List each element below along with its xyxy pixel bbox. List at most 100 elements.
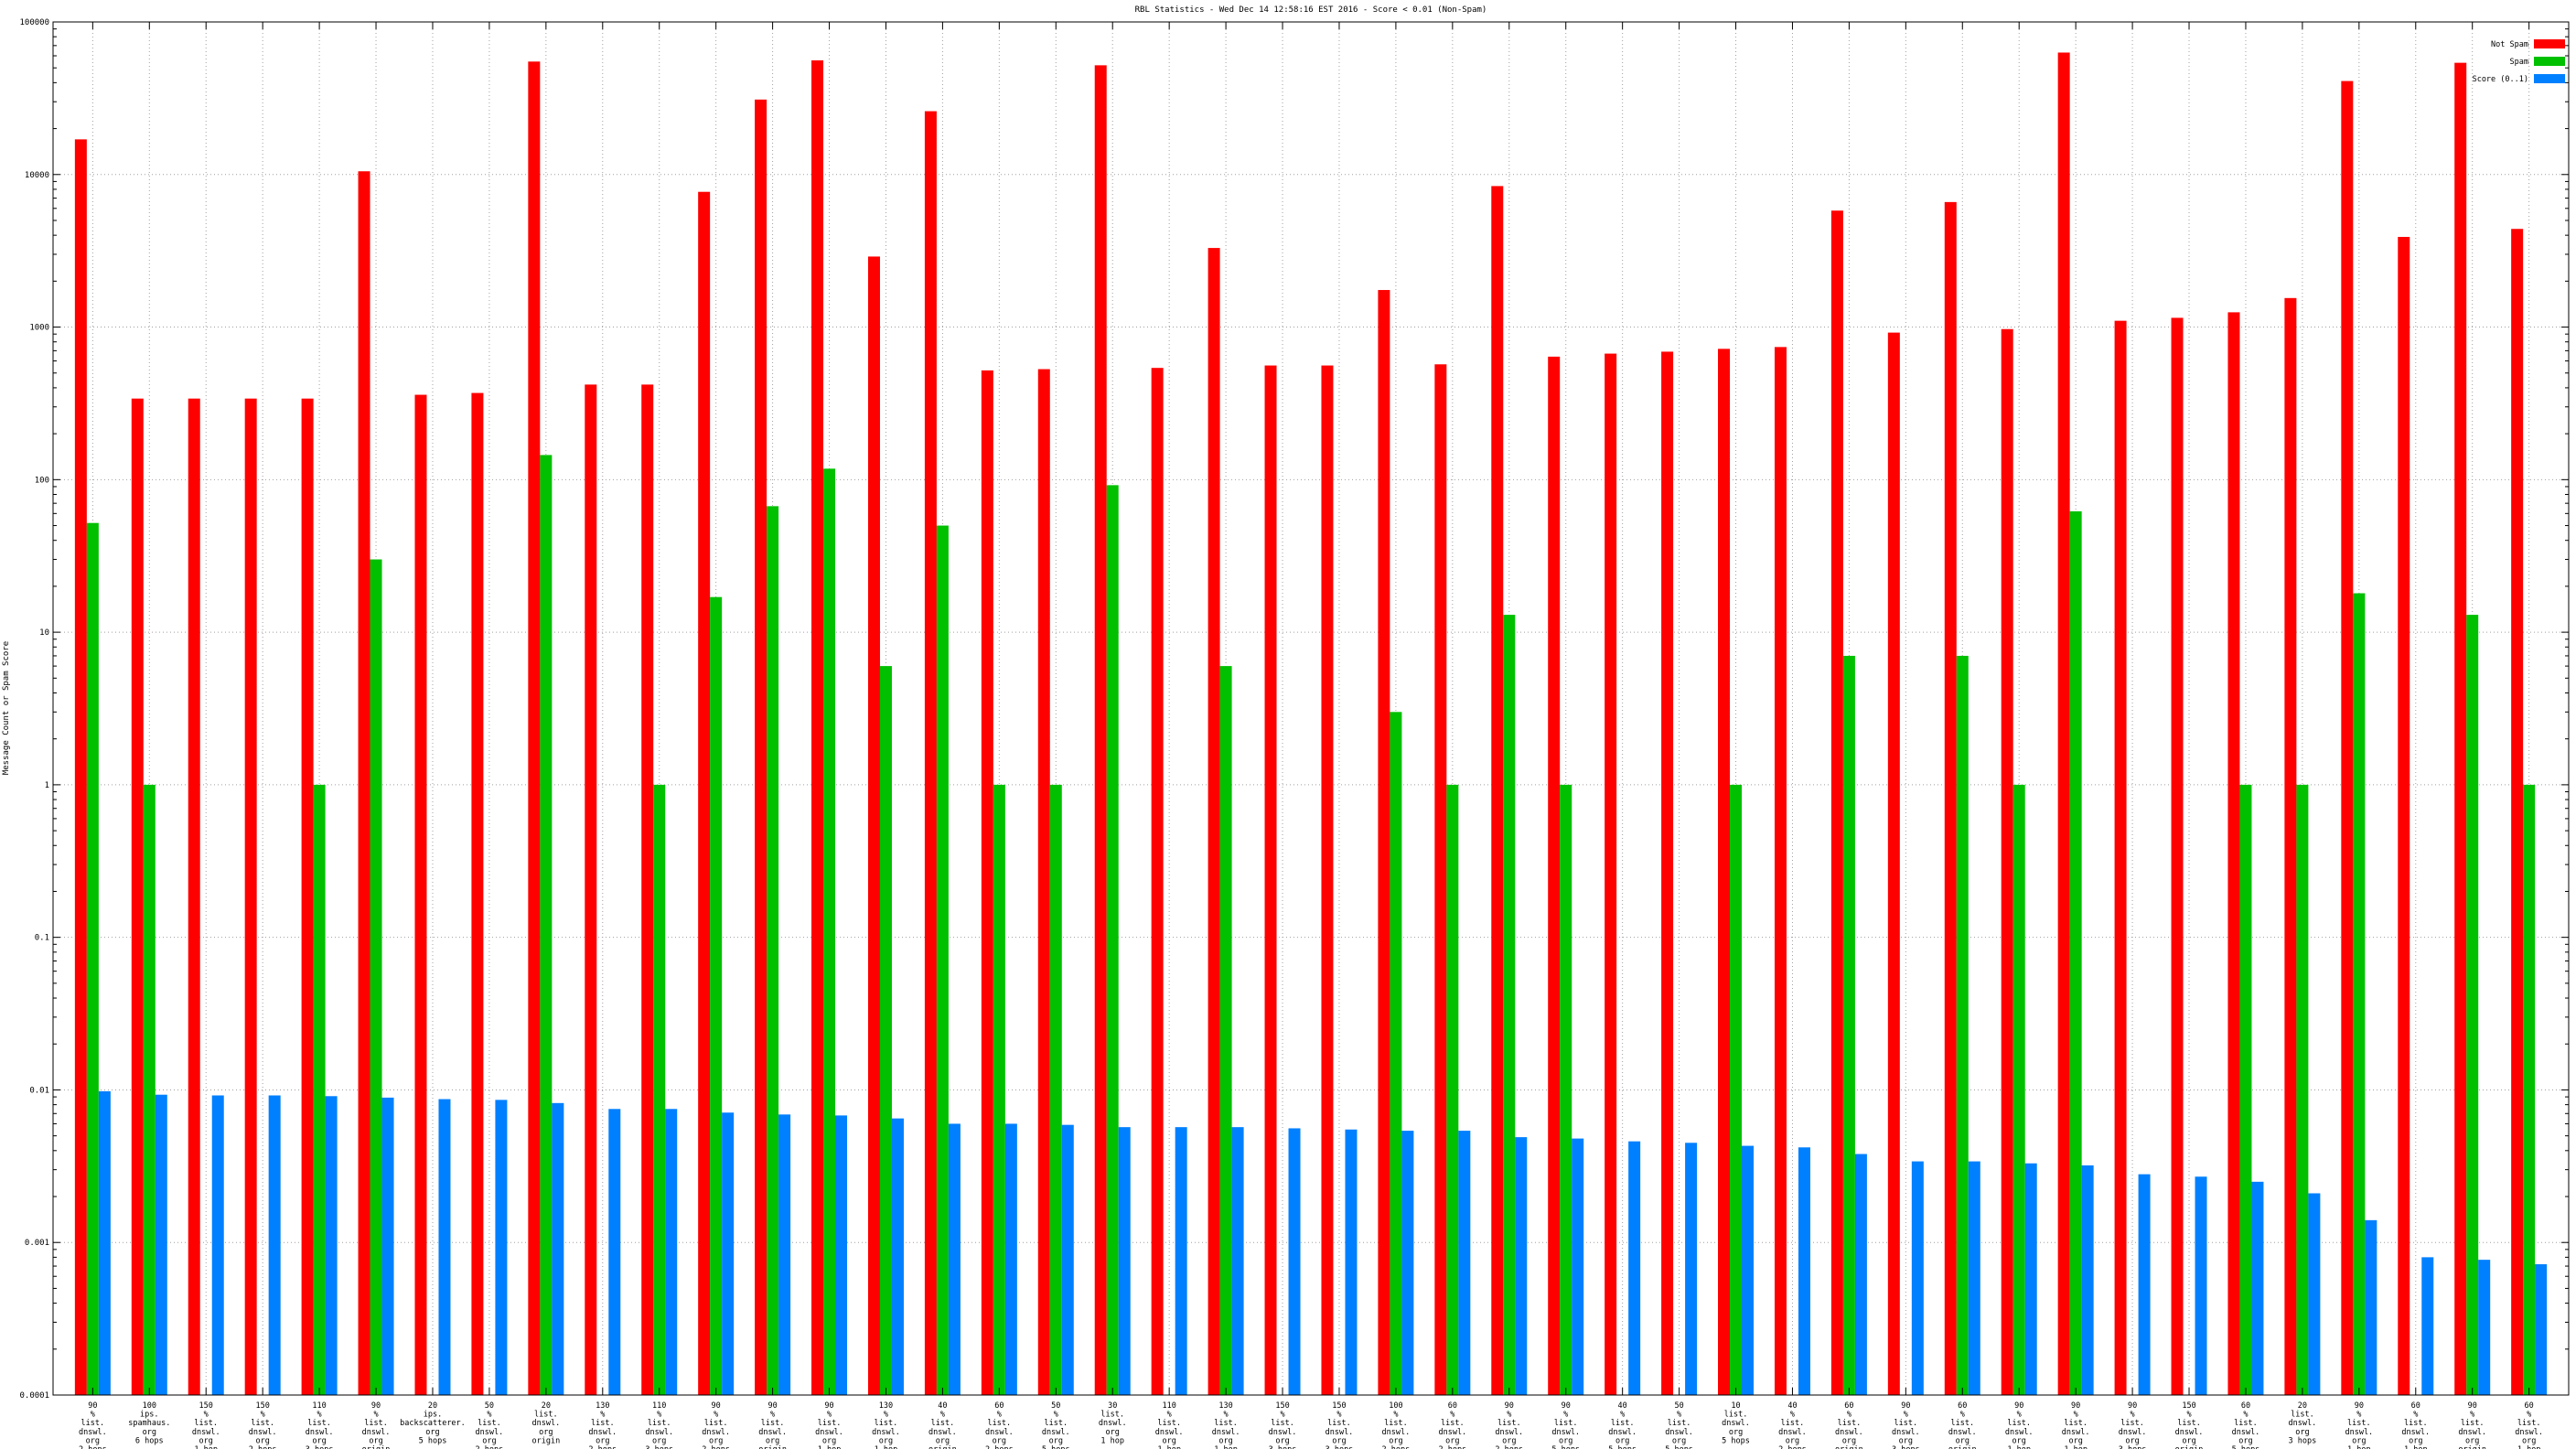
x-tick-label: dnswl.	[1438, 1428, 1466, 1437]
x-tick-label: dnswl.	[2458, 1428, 2486, 1437]
score-bar	[1175, 1127, 1187, 1395]
x-tick-label: %	[2074, 1411, 2078, 1420]
not-spam-bar	[2001, 328, 2013, 1396]
x-tick-label: origin	[2458, 1445, 2486, 1449]
x-tick-label: 130	[1218, 1401, 1232, 1411]
x-tick-label: dnswl.	[362, 1428, 391, 1437]
x-tick-label: 2 hops	[476, 1445, 504, 1449]
score-bar	[1288, 1128, 1301, 1395]
x-tick-label: origin	[2175, 1445, 2204, 1449]
x-tick-label: %	[317, 1411, 322, 1420]
x-tick-label: 90	[2128, 1401, 2137, 1411]
x-tick-label: 90	[767, 1401, 777, 1411]
x-tick-label: %	[1507, 1411, 1511, 1420]
x-tick-label: list.	[1724, 1411, 1748, 1420]
x-tick-label: org	[2409, 1436, 2422, 1445]
x-tick-label: org	[2012, 1436, 2026, 1445]
x-tick-label: org	[1106, 1428, 1120, 1437]
legend-swatch	[2534, 57, 2565, 66]
spam-bar	[823, 468, 836, 1395]
not-spam-bar	[2511, 229, 2524, 1395]
score-bar	[1004, 1123, 1017, 1395]
x-tick-label: org	[143, 1428, 156, 1437]
score-bar	[1854, 1154, 1867, 1395]
not-spam-bar	[585, 384, 597, 1396]
x-tick-label: 3 hops	[645, 1445, 673, 1449]
x-tick-label: dnswl.	[249, 1428, 277, 1437]
x-tick-label: dnswl.	[2289, 1419, 2317, 1428]
x-tick-label: list.	[988, 1419, 1012, 1428]
x-tick-label: 5 hops	[1042, 1445, 1070, 1449]
x-tick-label: 5 hops	[2232, 1445, 2260, 1449]
x-tick-label: org	[2465, 1436, 2479, 1445]
spam-bar	[2069, 510, 2082, 1395]
x-tick-label: 60	[994, 1401, 1004, 1411]
x-tick-label: list.	[478, 1419, 501, 1428]
x-tick-label: 40	[1787, 1401, 1797, 1411]
x-tick-label: 90	[1505, 1401, 1514, 1411]
x-tick-label: 2 hops	[1382, 1445, 1411, 1449]
not-spam-bar	[244, 398, 257, 1395]
x-tick-label: %	[1847, 1411, 1852, 1420]
y-tick-label: 0.001	[25, 1239, 49, 1248]
x-tick-label: 150	[1275, 1401, 1289, 1411]
x-tick-label: 2 hops	[1438, 1445, 1466, 1449]
score-bar	[381, 1097, 394, 1395]
x-tick-label: dnswl.	[1892, 1428, 1920, 1437]
not-spam-bar	[1944, 201, 1957, 1396]
not-spam-bar	[1605, 353, 1617, 1396]
score-bar	[1458, 1131, 1471, 1395]
x-tick-label: list.	[2517, 1419, 2541, 1428]
x-tick-label: org	[2182, 1436, 2195, 1445]
not-spam-bar	[1321, 365, 1334, 1395]
x-tick-label: list.	[1271, 1419, 1294, 1428]
x-tick-label: org	[2295, 1428, 2309, 1437]
spam-bar	[710, 596, 723, 1395]
x-tick-label: ips.	[424, 1411, 442, 1420]
score-bar	[1911, 1161, 1924, 1395]
legend-entry-label: Spam	[2510, 58, 2528, 67]
not-spam-bar	[811, 59, 824, 1396]
x-tick-label: dnswl.	[192, 1428, 220, 1437]
bars	[74, 52, 2548, 1396]
not-spam-bar	[867, 256, 880, 1395]
x-tick-label: %	[2131, 1411, 2135, 1420]
x-tick-label: list.	[2347, 1419, 2371, 1428]
x-tick-label: 1 hop	[875, 1445, 898, 1449]
x-tick-label: origin	[928, 1445, 957, 1449]
x-tick-label: org	[1899, 1436, 1913, 1445]
spam-bar	[370, 559, 382, 1395]
x-tick-label: list.	[1668, 1419, 1691, 1428]
chart-title: RBL Statistics - Wed Dec 14 12:58:16 EST…	[1135, 5, 1487, 15]
spam-bar	[1560, 784, 1572, 1395]
x-tick-label: list.	[1157, 1419, 1181, 1428]
score-bar	[2024, 1163, 2037, 1395]
x-tick-label: list.	[2064, 1419, 2088, 1428]
x-tick-label: 130	[879, 1401, 893, 1411]
x-tick-label: 1 hop	[818, 1445, 842, 1449]
x-tick-label: origin	[1835, 1445, 1863, 1449]
legend-swatch	[2534, 39, 2565, 48]
x-tick-label: 3 hops	[2119, 1445, 2147, 1449]
spam-bar	[2353, 593, 2366, 1395]
score-bar	[948, 1123, 961, 1395]
not-spam-bar	[528, 61, 541, 1395]
not-spam-bar	[2114, 320, 2127, 1396]
x-tick-label: %	[1336, 1411, 1341, 1420]
score-bar	[2478, 1260, 2491, 1395]
x-tick-label: 30	[1108, 1401, 1117, 1411]
x-tick-label: %	[1620, 1411, 1625, 1420]
x-tick-label: %	[2017, 1411, 2022, 1420]
x-tick-label: 5 hops	[1608, 1445, 1637, 1449]
spam-bar	[2466, 615, 2479, 1395]
score-bar	[1118, 1127, 1131, 1395]
x-tick-label: dnswl.	[306, 1428, 334, 1437]
score-bar	[2081, 1165, 2094, 1395]
x-tick-label: org	[2352, 1436, 2366, 1445]
score-bar	[1628, 1141, 1641, 1395]
y-tick-label: 10000	[25, 171, 49, 180]
x-tick-label: 10	[1731, 1401, 1740, 1411]
spam-bar	[653, 784, 666, 1395]
x-tick-label: list.	[1100, 1411, 1124, 1420]
x-tick-label: list.	[1894, 1419, 1918, 1428]
